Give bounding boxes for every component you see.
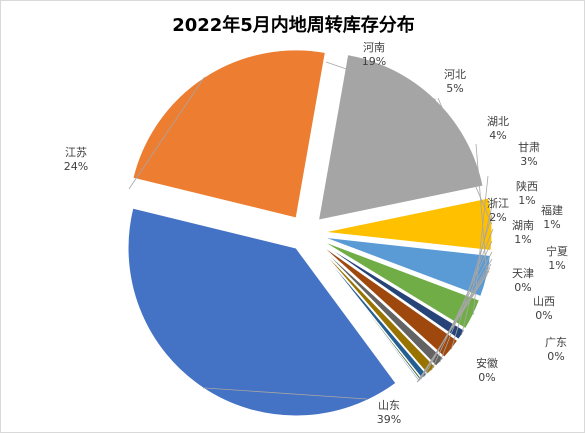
slice-name-label-11: 广东 xyxy=(545,336,567,349)
slice-percent-label-10: 0% xyxy=(535,309,552,322)
slice-percent-label-0: 19% xyxy=(362,55,386,68)
pie-slice-7 xyxy=(317,245,436,375)
pie-slice-14 xyxy=(132,49,326,219)
leader-line-14 xyxy=(128,77,205,190)
slice-percent-label-12: 0% xyxy=(478,371,495,384)
leader-line-2 xyxy=(475,143,488,277)
slice-name-label-9: 天津 xyxy=(512,267,534,280)
pie-slice-13 xyxy=(127,207,397,417)
slice-name-label-2: 湖北 xyxy=(487,115,509,128)
slice-name-label-8: 宁夏 xyxy=(546,244,568,258)
leader-line-12 xyxy=(416,270,490,383)
slice-name-label-3: 甘肃 xyxy=(518,141,540,154)
leader-line-13 xyxy=(202,387,368,400)
slice-percent-label-9: 0% xyxy=(514,281,531,294)
leader-line-7 xyxy=(431,240,493,371)
leader-line-1 xyxy=(437,97,493,225)
leader-line-8 xyxy=(423,251,493,377)
slice-name-label-6: 福建 xyxy=(541,203,563,217)
slice-name-label-1: 河北 xyxy=(444,68,466,81)
slice-percent-label-1: 5% xyxy=(446,82,463,95)
slice-name-label-14: 江苏 xyxy=(65,146,87,159)
chart-title: 2022年5月内地周转库存分布 xyxy=(172,15,415,36)
slice-percent-label-5: 2% xyxy=(489,211,506,224)
slice-name-label-4: 陕西 xyxy=(516,179,538,193)
slice-name-label-10: 山西 xyxy=(533,295,555,308)
slice-percent-label-4: 1% xyxy=(518,194,535,207)
slice-percent-label-3: 3% xyxy=(520,155,537,168)
slice-name-label-0: 河南 xyxy=(363,41,385,54)
slice-name-label-5: 浙江 xyxy=(487,197,509,210)
pie-slice-4 xyxy=(320,242,466,340)
slice-percent-label-13: 39% xyxy=(377,413,401,426)
slice-name-label-13: 山东 xyxy=(378,399,400,412)
slice-percent-label-6: 1% xyxy=(543,218,560,231)
slice-percent-label-2: 4% xyxy=(489,129,506,142)
slice-percent-label-8: 1% xyxy=(548,259,565,272)
slice-name-label-12: 安徽 xyxy=(476,356,498,370)
slice-percent-label-7: 1% xyxy=(514,233,531,246)
slice-percent-label-11: 0% xyxy=(547,350,564,363)
slice-name-label-7: 湖南 xyxy=(512,219,534,232)
slice-percent-label-14: 24% xyxy=(64,160,88,173)
pie-slice-5 xyxy=(319,243,459,358)
leader-line-0 xyxy=(325,61,436,100)
